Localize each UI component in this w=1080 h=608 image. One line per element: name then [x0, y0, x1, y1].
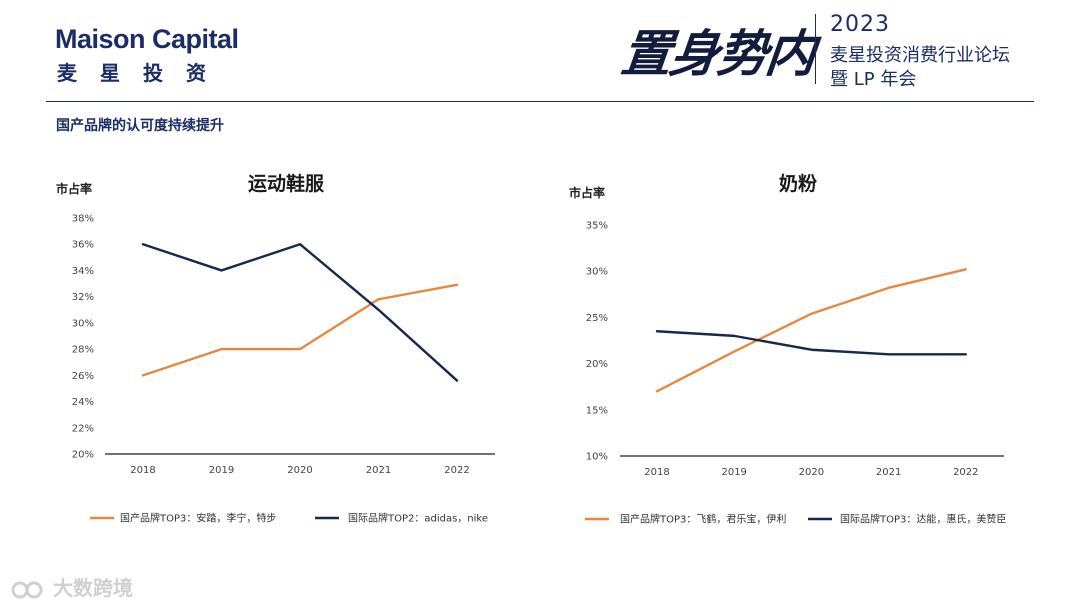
- chart-1-y-tick-label: 28%: [72, 345, 94, 356]
- chart-1-x-tick-label: 2022: [444, 465, 469, 476]
- chart-1-x-tick-label: 2018: [130, 465, 155, 476]
- chart-1-x-tick-label: 2021: [366, 465, 391, 476]
- chart-2-x-tick-label: 2019: [721, 467, 746, 478]
- chart-1-x-tick-label: 2020: [287, 465, 312, 476]
- event-subname: 暨 LP 年会: [830, 69, 917, 90]
- chart-2-y-tick-label: 25%: [586, 313, 608, 324]
- chart-1-y-tick-label: 22%: [72, 423, 94, 434]
- chart-2-series-1-line: [655, 268, 967, 393]
- chart-2-legend-2-label: 国际品牌TOP3：达能，惠氏，美赞臣: [840, 513, 1006, 526]
- chart-1-y-tick-label: 36%: [72, 240, 94, 251]
- chart-1-legend-1-label: 国产品牌TOP3：安踏，李宁，特步: [120, 512, 276, 525]
- chart-2-title: 奶粉: [779, 172, 817, 195]
- chart-1-title: 运动鞋服: [248, 172, 325, 195]
- watermark: 大数跨境: [10, 572, 133, 601]
- chart-2-x-tick-label: 2022: [953, 467, 978, 478]
- chart-1-y-tick-label: 38%: [72, 214, 94, 225]
- chart-1-y-tick-label: 26%: [72, 371, 94, 382]
- slide-subtitle: 国产品牌的认可度持续提升: [56, 118, 224, 134]
- chart-2-x-tick-label: 2018: [644, 467, 669, 478]
- header-vertical-divider: [815, 14, 816, 84]
- event-year: 2023: [830, 12, 890, 37]
- chart-2-legend-1-label: 国产品牌TOP3：飞鹤，君乐宝，伊利: [620, 513, 786, 526]
- watermark-text: 大数跨境: [52, 576, 133, 600]
- chart-1-y-axis-title: 市占率: [56, 181, 92, 196]
- chart-2-series-2-line: [655, 330, 967, 356]
- chart-1-y-tick-label: 32%: [72, 292, 94, 303]
- chart-2-y-tick-label: 15%: [586, 405, 608, 416]
- chart-2-y-tick-label: 35%: [586, 221, 608, 232]
- chart-2-x-tick-label: 2021: [876, 467, 901, 478]
- chart-1-y-tick-label: 20%: [72, 450, 94, 461]
- header-horizontal-divider: [46, 101, 1034, 102]
- chart-2-y-tick-label: 10%: [586, 452, 608, 463]
- company-logo-english: Maison Capital: [55, 24, 239, 54]
- company-logo-chinese: 麦星投资: [57, 61, 229, 85]
- chart-1-y-tick-label: 34%: [72, 266, 94, 277]
- chart-1-series-2-line: [141, 243, 459, 382]
- chart-1-legend-2-label: 国际品牌TOP2：adidas，nike: [348, 512, 488, 525]
- chart-2-x-tick-label: 2020: [799, 467, 824, 478]
- chart-1-y-tick-label: 30%: [72, 318, 94, 329]
- chart-1-y-tick-label: 24%: [72, 397, 94, 408]
- watermark-logo-icon: [11, 581, 43, 598]
- chart-1-series-1-line: [141, 283, 459, 377]
- chart-1-x-tick-label: 2019: [209, 465, 234, 476]
- event-name: 麦星投资消费行业论坛: [830, 45, 1010, 66]
- chart-2-y-axis-title: 市占率: [569, 185, 605, 200]
- chart-2-y-tick-label: 20%: [586, 359, 608, 370]
- chart-2-y-tick-label: 30%: [586, 267, 608, 278]
